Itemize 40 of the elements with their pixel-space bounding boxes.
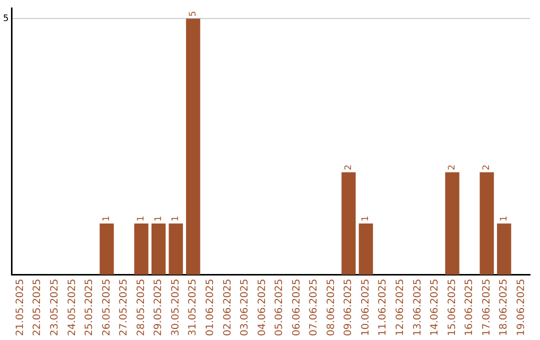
- x-tick-label: 23.05.2025: [50, 278, 61, 336]
- x-tick-label: 16.06.2025: [464, 278, 476, 336]
- x-tick-label: 31.05.2025: [188, 278, 199, 336]
- x-tick-label: 15.06.2025: [446, 278, 458, 336]
- x-tick-label: 07.06.2025: [308, 278, 320, 336]
- data-label: 1: [102, 216, 112, 222]
- data-label: 5: [188, 10, 198, 17]
- data-label: 1: [171, 216, 182, 222]
- x-tick-label: 01.06.2025: [204, 278, 216, 336]
- data-label: 1: [361, 216, 372, 222]
- x-tick-label: 11.06.2025: [378, 278, 389, 336]
- x-tick-label: 27.05.2025: [118, 278, 130, 336]
- x-tick-label: 05.06.2025: [274, 278, 286, 336]
- x-tick-label: 21.05.2025: [14, 278, 26, 336]
- x-tick-label: 12.06.2025: [395, 278, 406, 336]
- x-tick-label: 18.06.2025: [498, 278, 510, 336]
- x-tick-label: 24.05.2025: [66, 278, 78, 336]
- x-tick-label: 04.06.2025: [256, 278, 268, 336]
- x-tick-label: 02.06.2025: [222, 278, 234, 336]
- x-tick-label: 10.06.2025: [360, 278, 372, 336]
- x-tick-label: 26.05.2025: [101, 278, 112, 336]
- x-tick-label: 22.05.2025: [32, 278, 44, 336]
- data-label: 2: [448, 164, 458, 170]
- data-label: 2: [482, 164, 492, 170]
- x-tick-label: 13.06.2025: [412, 278, 424, 336]
- x-tick-label: 19.06.2025: [516, 278, 527, 336]
- x-tick-label: 08.06.2025: [326, 278, 337, 336]
- x-tick-label: 29.05.2025: [153, 278, 164, 336]
- data-label: 2: [344, 164, 354, 170]
- x-tick-label: 30.05.2025: [170, 278, 182, 336]
- x-tick-label: 17.06.2025: [481, 278, 492, 336]
- data-label: 1: [136, 216, 147, 222]
- x-tick-label: 25.05.2025: [84, 278, 96, 336]
- data-label: 1: [154, 216, 164, 222]
- x-tick-label: 28.05.2025: [136, 278, 147, 336]
- x-tick-label: 14.06.2025: [430, 278, 441, 336]
- data-label: 1: [499, 216, 510, 222]
- x-tick-label: 03.06.2025: [240, 278, 251, 336]
- x-tick-label: 06.06.2025: [291, 278, 302, 336]
- x-tick-label: 09.06.2025: [343, 278, 354, 336]
